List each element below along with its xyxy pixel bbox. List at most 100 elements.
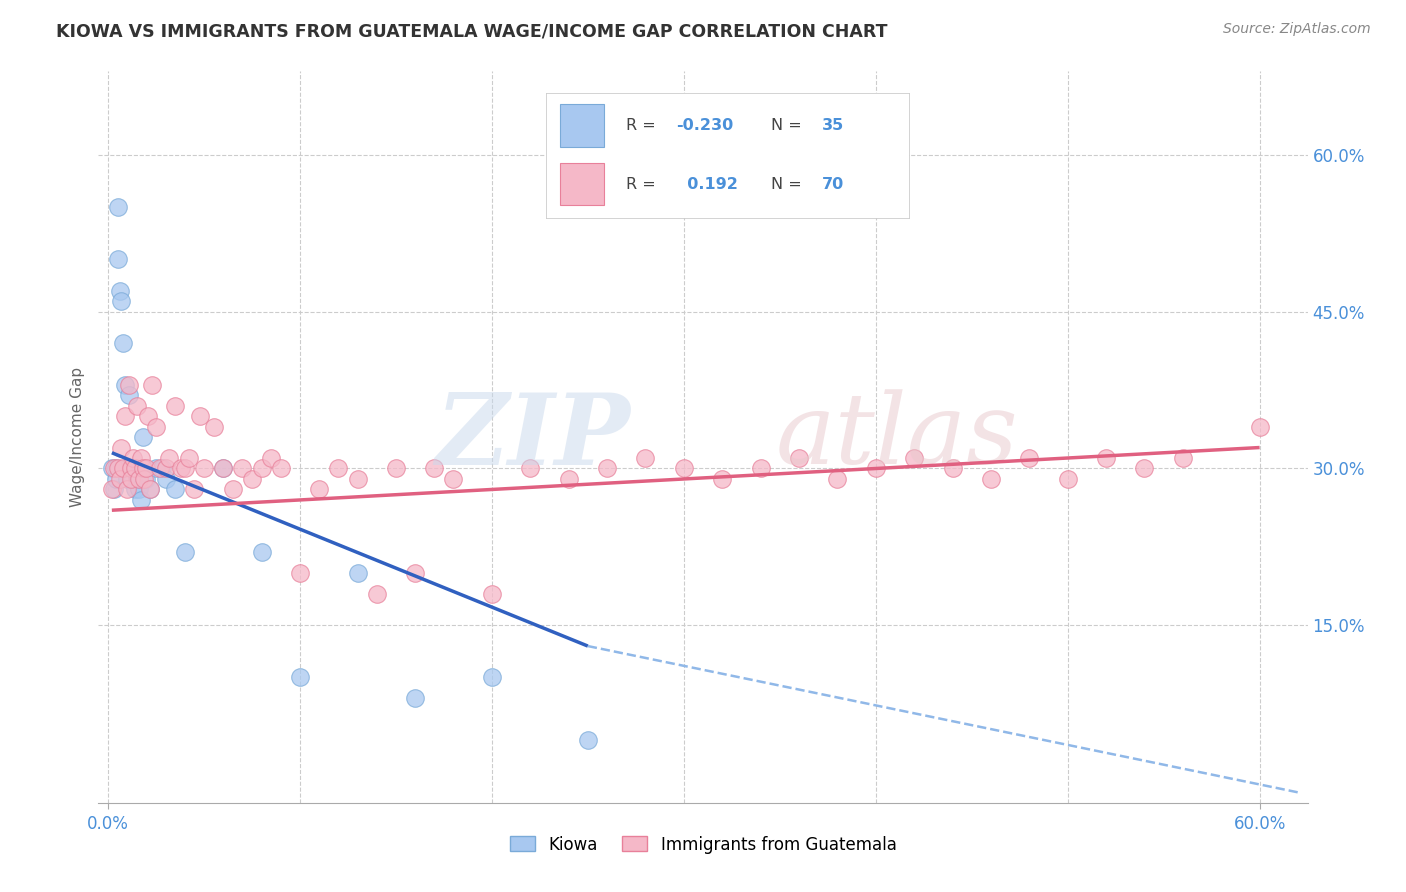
Point <box>135 461 157 475</box>
Point <box>202 419 225 434</box>
Point <box>115 472 138 486</box>
Point <box>125 472 148 486</box>
Point <box>1133 461 1156 475</box>
Point <box>108 284 131 298</box>
Point <box>110 441 132 455</box>
Point <box>385 461 408 475</box>
Point <box>404 566 426 580</box>
Point <box>212 461 235 475</box>
Point <box>423 461 446 475</box>
Point <box>170 461 193 475</box>
Point <box>139 483 162 497</box>
Point <box>250 545 273 559</box>
Point <box>1249 419 1271 434</box>
Point <box>101 461 124 475</box>
Point <box>145 461 167 475</box>
Point <box>672 461 695 475</box>
Text: atlas: atlas <box>776 390 1018 484</box>
Point <box>120 472 142 486</box>
Point <box>165 483 187 497</box>
Point <box>122 461 145 475</box>
Point <box>129 492 152 507</box>
Point <box>250 461 273 475</box>
Point <box>231 461 253 475</box>
Legend: Kiowa, Immigrants from Guatemala: Kiowa, Immigrants from Guatemala <box>503 829 903 860</box>
Point <box>787 450 810 465</box>
Point <box>173 461 195 475</box>
Point <box>711 472 734 486</box>
Point <box>128 483 150 497</box>
Point <box>222 483 245 497</box>
Point <box>103 483 125 497</box>
Point <box>576 733 599 747</box>
Point <box>443 472 465 486</box>
Point <box>481 587 503 601</box>
Point <box>155 472 177 486</box>
Point <box>129 450 152 465</box>
Point <box>118 388 141 402</box>
Point <box>114 377 136 392</box>
Point <box>328 461 350 475</box>
Text: KIOWA VS IMMIGRANTS FROM GUATEMALA WAGE/INCOME GAP CORRELATION CHART: KIOWA VS IMMIGRANTS FROM GUATEMALA WAGE/… <box>56 22 887 40</box>
Point <box>110 294 132 309</box>
Point <box>1056 472 1078 486</box>
Point <box>104 461 127 475</box>
Point <box>941 461 963 475</box>
Point <box>346 472 368 486</box>
Point <box>124 483 146 497</box>
Point <box>1171 450 1194 465</box>
Point <box>188 409 211 424</box>
Point <box>136 409 159 424</box>
Point <box>159 450 181 465</box>
Point <box>183 483 205 497</box>
Point <box>112 336 135 351</box>
Point <box>124 461 146 475</box>
Point <box>903 450 925 465</box>
Text: Source: ZipAtlas.com: Source: ZipAtlas.com <box>1223 22 1371 37</box>
Point <box>134 472 156 486</box>
Point <box>131 461 153 475</box>
Point <box>557 472 579 486</box>
Point <box>260 450 283 465</box>
Point <box>112 461 135 475</box>
Point <box>366 587 388 601</box>
Point <box>107 461 129 475</box>
Point <box>346 566 368 580</box>
Point <box>118 377 141 392</box>
Point <box>1095 450 1118 465</box>
Point <box>122 450 145 465</box>
Point <box>120 461 142 475</box>
Point <box>193 461 215 475</box>
Point <box>270 461 292 475</box>
Point <box>145 419 167 434</box>
Point <box>108 472 131 486</box>
Point <box>141 377 163 392</box>
Point <box>155 461 177 475</box>
Point <box>107 200 129 214</box>
Point <box>827 472 849 486</box>
Y-axis label: Wage/Income Gap: Wage/Income Gap <box>69 367 84 508</box>
Point <box>115 461 138 475</box>
Point <box>103 461 125 475</box>
Point <box>980 472 1002 486</box>
Point <box>519 461 541 475</box>
Point <box>101 483 124 497</box>
Point <box>107 252 129 267</box>
Point <box>634 450 657 465</box>
Point <box>150 461 173 475</box>
Point <box>1018 450 1040 465</box>
Point <box>288 670 311 684</box>
Point <box>749 461 772 475</box>
Point <box>135 472 157 486</box>
Point <box>125 399 148 413</box>
Point <box>288 566 311 580</box>
Point <box>122 472 145 486</box>
Text: ZIP: ZIP <box>436 389 630 485</box>
Point <box>404 691 426 706</box>
Point <box>114 409 136 424</box>
Point <box>131 430 153 444</box>
Point <box>139 483 162 497</box>
Point <box>104 472 127 486</box>
Point <box>115 483 138 497</box>
Point <box>596 461 619 475</box>
